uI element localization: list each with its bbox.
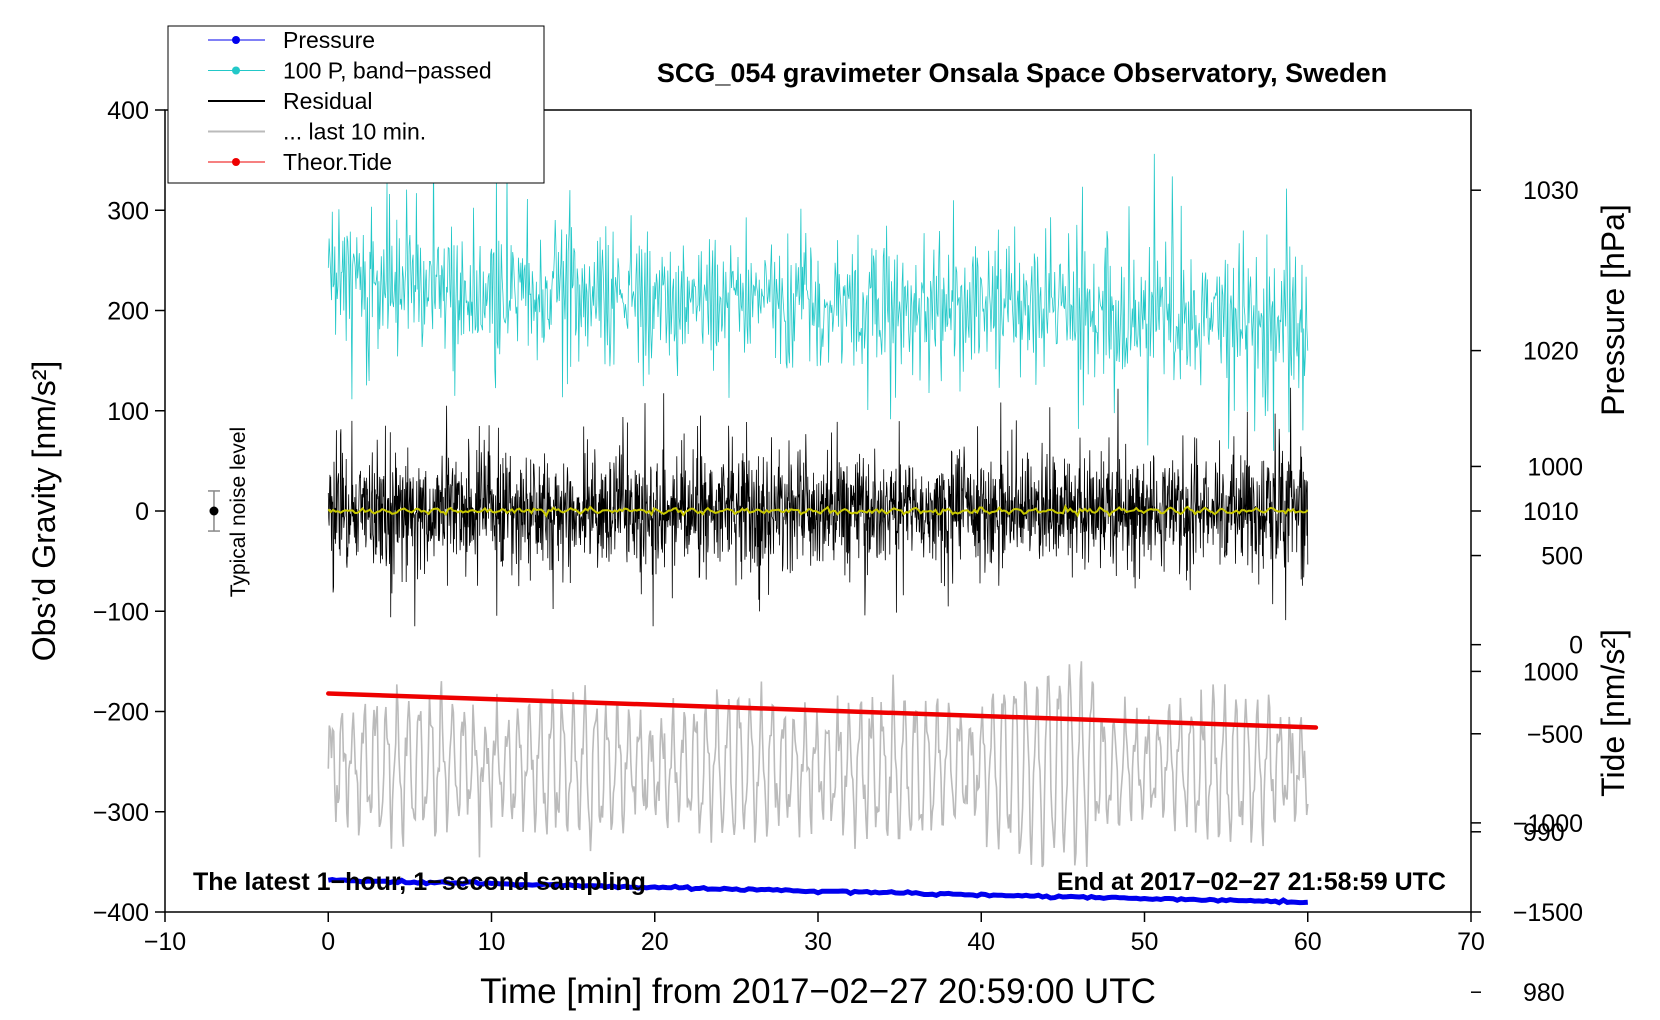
y-tick-label: −300 xyxy=(93,799,149,827)
sampling-note: The latest 1−hour, 1−second sampling xyxy=(193,868,646,896)
tide-tick-label: 500 xyxy=(1541,543,1583,571)
chart-title: SCG_054 gravimeter Onsala Space Observat… xyxy=(657,58,1387,88)
tide-tick-label: −1000 xyxy=(1513,810,1583,838)
legend-label: ... last 10 min. xyxy=(283,119,426,145)
pressure-tick-label: 990 xyxy=(1523,819,1565,847)
x-tick-label: 60 xyxy=(1294,928,1322,956)
x-tick-label: 30 xyxy=(804,928,832,956)
axes: −10 0 10 20 30 40 50 60 704003002001000−100−200−… xyxy=(93,97,1583,1007)
x-tick-label: −10 xyxy=(144,928,186,956)
pressure-tick-label: 1000 xyxy=(1523,658,1579,686)
bandpassed-pressure-line xyxy=(327,150,1309,451)
last-10-min-series xyxy=(327,661,1309,868)
y-tick-label: −100 xyxy=(93,598,149,626)
noise-level-label: Typical noise level xyxy=(227,427,250,597)
x-tick-label: 10 xyxy=(478,928,506,956)
x-axis-title: Time [min] from 2017−02−27 20:59:00 UTC xyxy=(480,972,1156,1011)
tide-tick-label: −500 xyxy=(1527,721,1583,749)
tide-tick-label: 0 xyxy=(1569,632,1583,660)
legend-label: Residual xyxy=(283,88,373,114)
y-axis-title-left: Obs’d Gravity [nm/s²] xyxy=(26,361,62,662)
residual-smoothed-series xyxy=(327,503,1309,518)
y-tick-label: 200 xyxy=(107,298,149,326)
y-axis-title-tide: Tide [nm/s²] xyxy=(1595,629,1631,797)
pressure-tick-label: 1030 xyxy=(1523,177,1579,205)
tide-tick-label: −1500 xyxy=(1513,899,1583,927)
legend: Pressure 100 P, band−passed Residual ... la… xyxy=(167,25,545,184)
pressure-line xyxy=(327,876,1308,906)
legend-label: Pressure xyxy=(283,27,375,53)
x-tick-label: 70 xyxy=(1457,928,1485,956)
y-tick-label: −400 xyxy=(93,899,149,927)
theoretical-tide-line xyxy=(326,691,1319,730)
y-tick-label: 0 xyxy=(135,498,149,526)
noise-level-marker xyxy=(207,490,220,532)
y-tick-label: 300 xyxy=(107,197,149,225)
bandpassed-pressure-series xyxy=(327,150,1309,451)
noise-level-point xyxy=(209,506,219,516)
x-tick-label: 40 xyxy=(967,928,995,956)
end-time-note: End at 2017−02−27 21:58:59 UTC xyxy=(1057,868,1446,896)
y-tick-label: −200 xyxy=(93,699,149,727)
pressure-tick-label: 1010 xyxy=(1523,498,1579,526)
legend-box xyxy=(167,25,545,184)
pressure-series xyxy=(327,876,1308,906)
pressure-tick-label: 980 xyxy=(1523,979,1565,1007)
tide-tick-label: 1000 xyxy=(1527,453,1583,481)
y-tick-label: 100 xyxy=(107,398,149,426)
x-tick-label: 50 xyxy=(1131,928,1159,956)
x-tick-label: 20 xyxy=(641,928,669,956)
residual-smoothed-line xyxy=(327,503,1309,518)
y-tick-label: 400 xyxy=(107,97,149,125)
last-10-min-line xyxy=(327,661,1309,868)
legend-label: Theor.Tide xyxy=(283,149,392,175)
x-tick-label: 0 xyxy=(321,928,335,956)
legend-label: 100 P, band−passed xyxy=(283,58,492,84)
pressure-tick-label: 1020 xyxy=(1523,338,1579,366)
theoretical-tide-series xyxy=(326,691,1319,730)
y-axis-title-pressure: Pressure [hPa] xyxy=(1595,204,1631,416)
